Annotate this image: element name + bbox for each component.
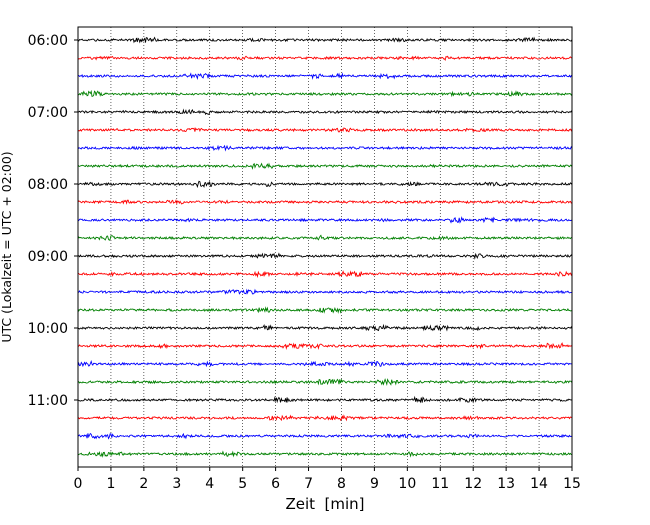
y-tick-label: 11:00 [28,393,68,409]
trace-1015 [77,342,573,350]
x-tick-label: 14 [530,476,548,492]
y-tick-label: 10:00 [28,321,68,337]
x-tick-label: 5 [238,476,247,492]
x-tick-label: 11 [431,476,449,492]
trace-1000 [77,323,573,332]
x-tick-label: 4 [205,476,214,492]
trace-1030 [77,360,573,368]
x-tick-label: 3 [172,476,181,492]
trace-1115 [77,414,573,422]
y-tick-label: 08:00 [28,177,68,193]
plot-frame [77,26,573,468]
x-tick-label: 1 [106,476,115,492]
trace-0715 [77,127,573,133]
trace-1100 [77,395,573,404]
x-tick-label: 15 [563,476,581,492]
trace-0800 [77,180,573,189]
x-tick-label: 9 [370,476,379,492]
x-tick-label: 2 [139,476,148,492]
trace-0915 [77,270,573,279]
trace-layer [77,36,573,458]
trace-0900 [77,252,573,260]
x-tick-label: 7 [304,476,313,492]
x-tick-label: 8 [337,476,346,492]
trace-0845 [77,234,573,241]
x-tick-label: 13 [497,476,515,492]
trace-0745 [77,162,573,170]
trace-0930 [77,288,573,295]
trace-0945 [77,306,573,314]
y-tick-label: 07:00 [28,105,68,121]
trace-0600 [77,36,573,44]
trace-1145 [77,450,573,458]
trace-0830 [77,216,573,224]
x-tick-label: 10 [398,476,416,492]
trace-0815 [77,198,573,205]
trace-0615 [77,55,573,62]
trace-0730 [77,144,573,152]
x-axis-ticks: 0 1 2 3 4 5 6 7 8 9 10 11 12 13 14 15 [74,467,581,492]
x-tick-label: 0 [74,476,83,492]
trace-0630 [77,72,573,80]
x-tick-label: 12 [464,476,482,492]
x-tick-label: 6 [271,476,280,492]
y-axis-ticks: 06:00 07:00 08:00 09:00 10:00 11:00 [28,33,78,409]
trace-0645 [77,89,573,98]
trace-0700 [77,108,573,116]
y-axis-title: UTC (Lokalzeit = UTC + 02:00) [0,151,14,342]
x-axis-title: Zeit [min] [285,495,364,513]
trace-1045 [77,378,573,387]
plot-background [78,27,572,467]
y-tick-label: 06:00 [28,33,68,49]
y-tick-label: 09:00 [28,249,68,265]
trace-1130 [77,432,573,440]
grid-layer [110,27,540,467]
